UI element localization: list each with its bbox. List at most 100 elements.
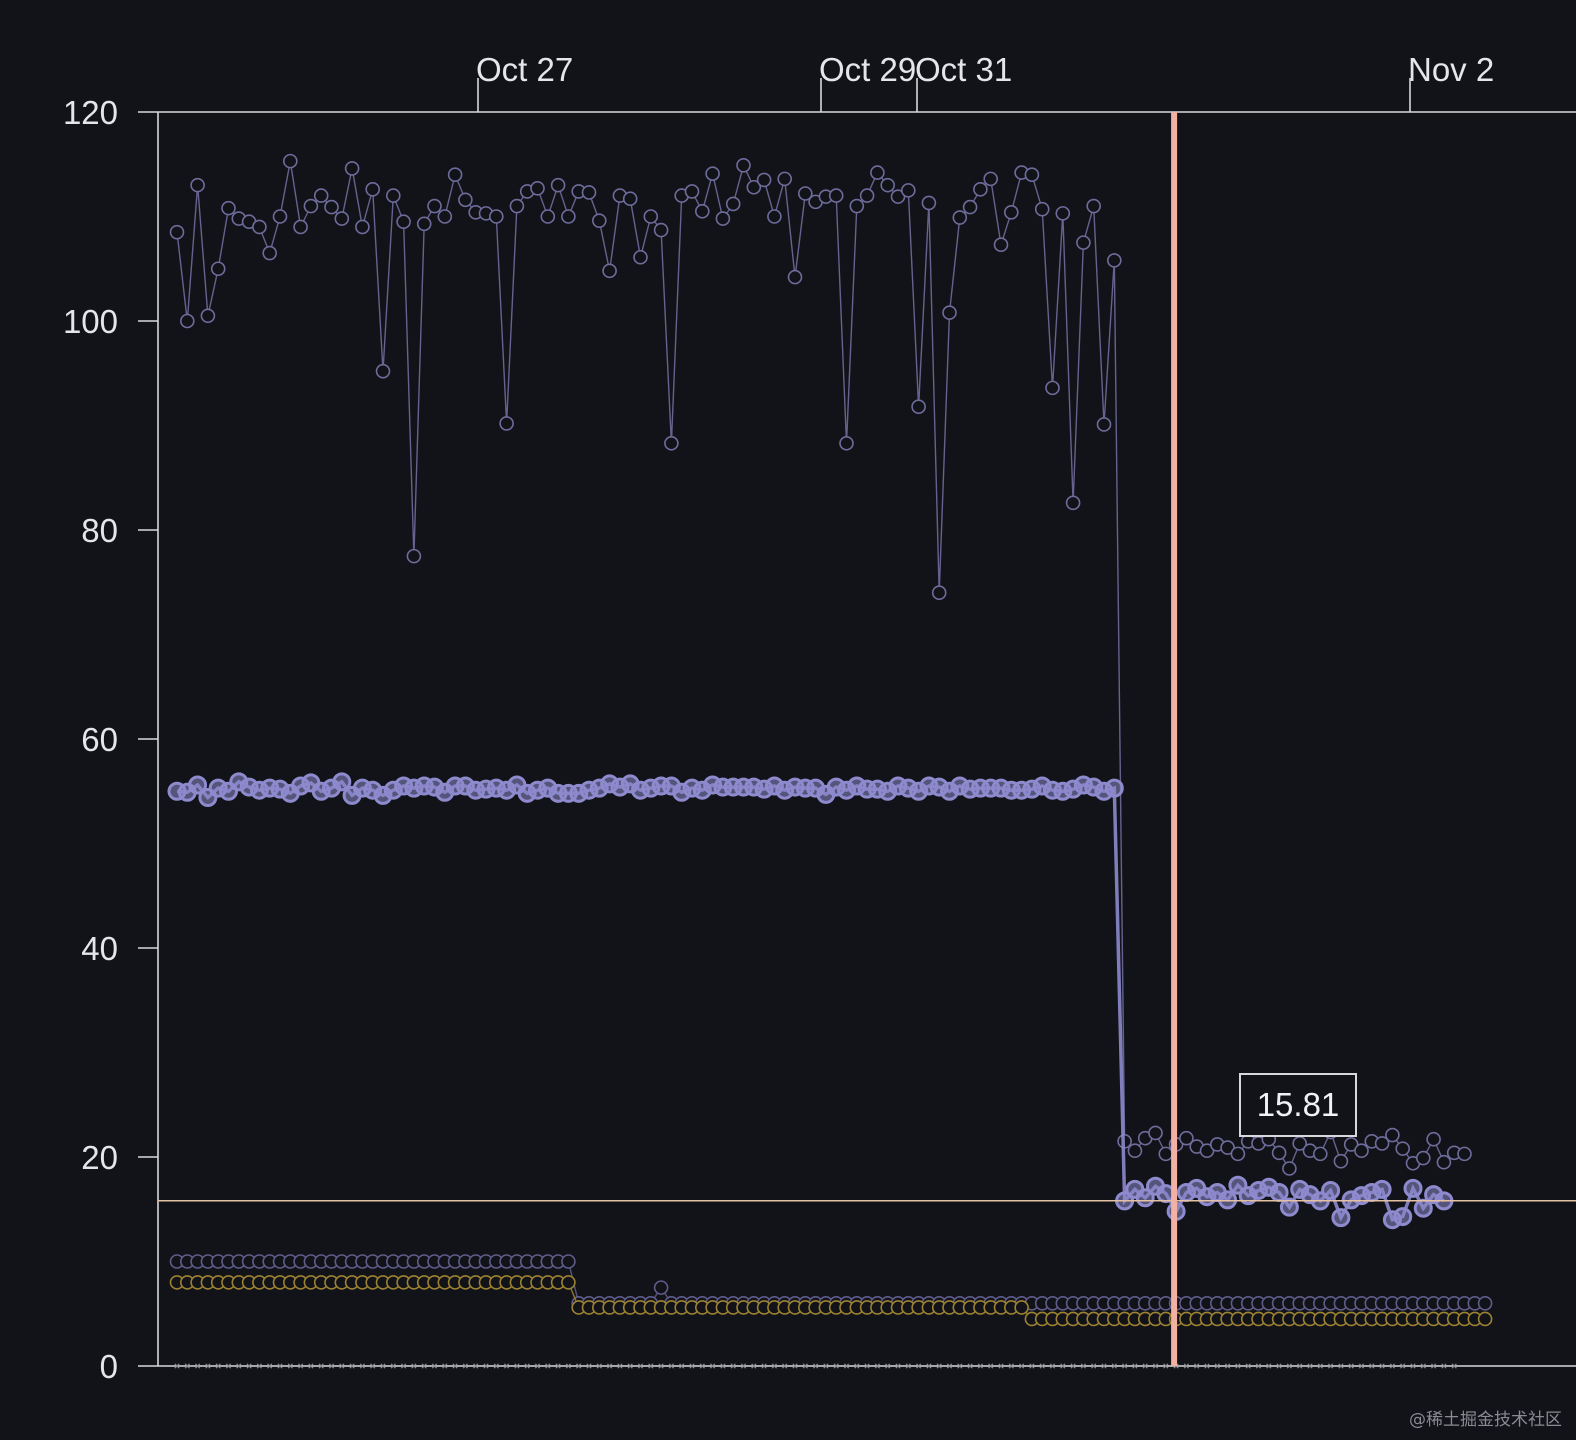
data-point [200,308,216,324]
y-tick-label: 40 [81,930,118,967]
data-point [380,1363,386,1369]
data-point [1348,1363,1354,1369]
data-point [328,1363,335,1369]
data-point [561,1275,576,1290]
data-point [1379,1363,1385,1369]
data-point [458,192,473,208]
data-point [740,1363,747,1369]
data-point [462,1363,469,1369]
data-point [1327,1363,1334,1369]
data-point [287,1363,293,1369]
data-point [1245,1363,1251,1369]
data-point [1395,1141,1410,1156]
data-point [411,1363,417,1369]
data-point [550,177,566,193]
y-tick-label: 80 [81,512,118,549]
data-point [1070,1363,1076,1369]
data-point [406,548,422,564]
data-point [555,1363,561,1369]
data-point [637,1363,644,1369]
data-point [1034,201,1050,217]
data-point [1400,1363,1406,1369]
data-point [782,1363,788,1369]
data-point [297,1363,304,1369]
data-point [730,1363,736,1369]
data-point [1354,1143,1369,1159]
data-point [1029,1363,1035,1369]
data-point [849,198,865,214]
data-point [1230,1146,1246,1162]
data-point [1477,1311,1493,1327]
data-point [705,166,720,181]
data-point [1457,1146,1472,1162]
data-point [540,209,556,224]
data-point [1018,1363,1025,1369]
data-point [1393,1207,1413,1227]
x-tick-label: Oct 31 [915,51,1012,88]
data-point [720,1363,726,1369]
data-point [1416,1150,1431,1166]
data-point [1269,1183,1289,1203]
data-point [1199,1143,1215,1159]
data-point [874,1363,881,1369]
data-point [385,188,401,203]
data-point [957,1363,963,1369]
data-point [221,200,236,216]
data-point [1441,1363,1447,1369]
y-tick-label: 20 [81,1139,118,1176]
data-point [561,209,576,224]
data-point [1045,380,1060,396]
data-point [988,1363,994,1369]
data-point [545,1363,551,1369]
data-point [1307,1363,1313,1369]
data-point [823,1363,829,1369]
data-point [962,199,978,215]
data-point [205,1363,211,1369]
data-point [174,1363,180,1369]
data-point [802,1363,808,1369]
data-point [1317,1363,1323,1369]
data-point [1104,778,1124,798]
data-point [1003,205,1019,220]
data-point [843,1363,850,1369]
data-point [1096,417,1112,432]
data-point [967,1363,973,1369]
crosshair-layer [158,112,1576,1366]
data-point [1255,1363,1262,1369]
data-point [190,177,205,193]
data-point [488,209,504,224]
data-point [499,416,514,431]
data-point [1420,1363,1426,1369]
data-point [1372,1179,1392,1199]
data-point [1101,1363,1107,1369]
data-point [375,363,391,379]
data-point [746,179,762,195]
data-point [188,775,208,795]
data-point [694,203,710,219]
data-point [684,184,700,199]
data-point [777,171,793,187]
data-point [1369,1363,1375,1369]
data-point [833,1363,839,1369]
data-point [256,1363,263,1369]
data-point [885,1363,891,1369]
data-point [473,1363,479,1369]
data-point [797,186,813,201]
data-point [1403,1178,1423,1198]
data-point [699,1363,705,1369]
data-point [180,313,195,329]
data-point [1194,1363,1200,1369]
data-point [524,1363,530,1369]
data-point [1389,1363,1396,1369]
data-point [1014,1300,1029,1315]
data-point [983,171,999,187]
series-line [176,160,1465,1170]
data-point [627,1363,633,1369]
data-point [1321,1180,1341,1200]
data-point [215,1363,221,1369]
data-point [1282,1161,1297,1176]
data-point [1163,1363,1169,1369]
data-point [1049,1363,1056,1369]
